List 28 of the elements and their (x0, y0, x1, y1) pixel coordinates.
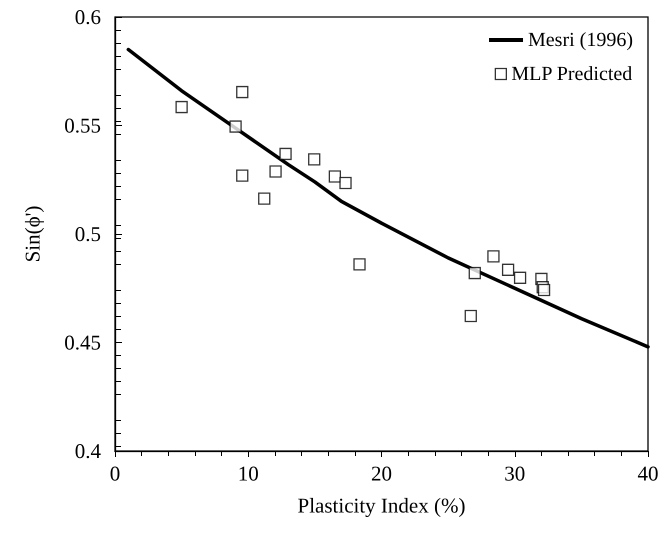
x-tick-label: 10 (238, 462, 259, 486)
point (464, 310, 477, 322)
point (236, 86, 248, 98)
point (328, 170, 342, 183)
point (229, 120, 242, 133)
y-tick-label: 0.6 (74, 5, 101, 29)
x-tick-label: 40 (638, 462, 658, 486)
point (502, 264, 514, 276)
y-axis-title: Sin(ϕ') (20, 206, 44, 262)
x-tick-label: 20 (371, 462, 392, 486)
point (487, 250, 500, 262)
point (279, 148, 292, 160)
point (269, 165, 282, 178)
point (175, 100, 188, 114)
point (468, 266, 481, 280)
y-tick-label: 0.5 (74, 222, 101, 246)
x-axis-title: Plasticity Index (%) (298, 494, 466, 518)
point (514, 272, 526, 284)
x-tick-label: 30 (504, 462, 526, 486)
y-tick-label: 0.45 (64, 330, 101, 354)
point (339, 176, 352, 190)
point (353, 258, 366, 271)
x-tick-label: 0 (110, 462, 120, 486)
y-tick-label: 0.55 (64, 114, 101, 138)
y-tick-label: 0.4 (74, 439, 102, 463)
legend-label: Mesri (1996) (528, 29, 634, 51)
point (538, 284, 550, 296)
legend-label: MLP Predicted (511, 63, 632, 85)
